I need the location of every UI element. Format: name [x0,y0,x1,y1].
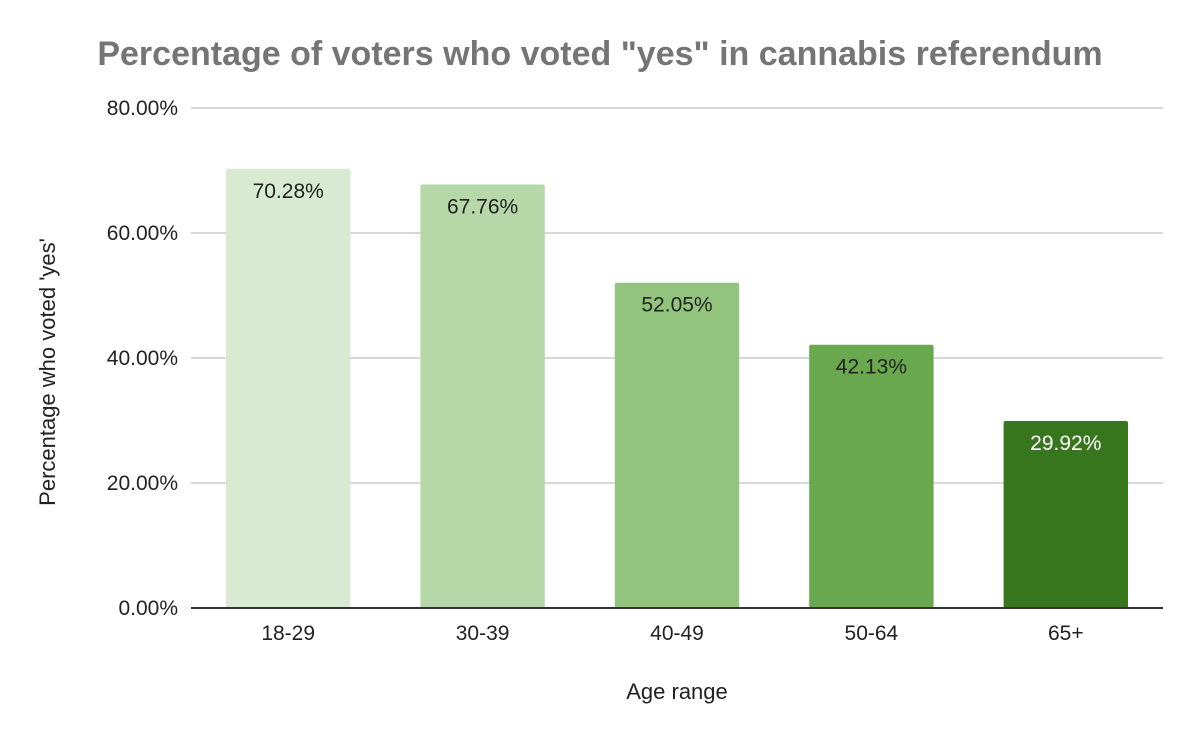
x-axis-ticks: 18-29 30-39 40-49 50-64 65+ [261,622,1083,645]
x-tick-label: 40-49 [650,622,704,645]
chart-title: Percentage of voters who voted "yes" in … [97,35,1102,73]
bar-value-label: 70.28% [253,180,324,203]
bar-50-64 [809,344,934,608]
bar-30-39 [420,184,545,608]
y-axis-ticks: 0.00% 20.00% 40.00% 60.00% 80.00% [107,97,178,620]
y-tick-label: 80.00% [107,97,178,120]
y-tick-label: 40.00% [107,347,178,370]
y-tick-label: 0.00% [118,597,178,620]
bar-value-label: 42.13% [836,356,907,379]
bar-value-label: 67.76% [447,196,518,219]
bar-40-49 [614,282,740,608]
x-tick-label: 50-64 [845,622,899,645]
x-tick-label: 65+ [1048,622,1084,645]
x-tick-label: 30-39 [456,622,510,645]
x-axis-title: Age range [626,679,728,704]
bar-65+ [1003,421,1129,608]
y-tick-label: 60.00% [107,222,178,245]
y-tick-label: 20.00% [107,472,178,495]
x-tick-label: 18-29 [261,622,315,645]
bar-value-label: 29.92% [1030,432,1101,455]
bar-18-29 [225,168,351,608]
bar-value-label: 52.05% [641,294,712,317]
bars: 70.28% 67.76% 52.05% 42.13% 29.92% [225,168,1129,608]
y-axis-title: Percentage who voted 'yes' [35,238,60,506]
